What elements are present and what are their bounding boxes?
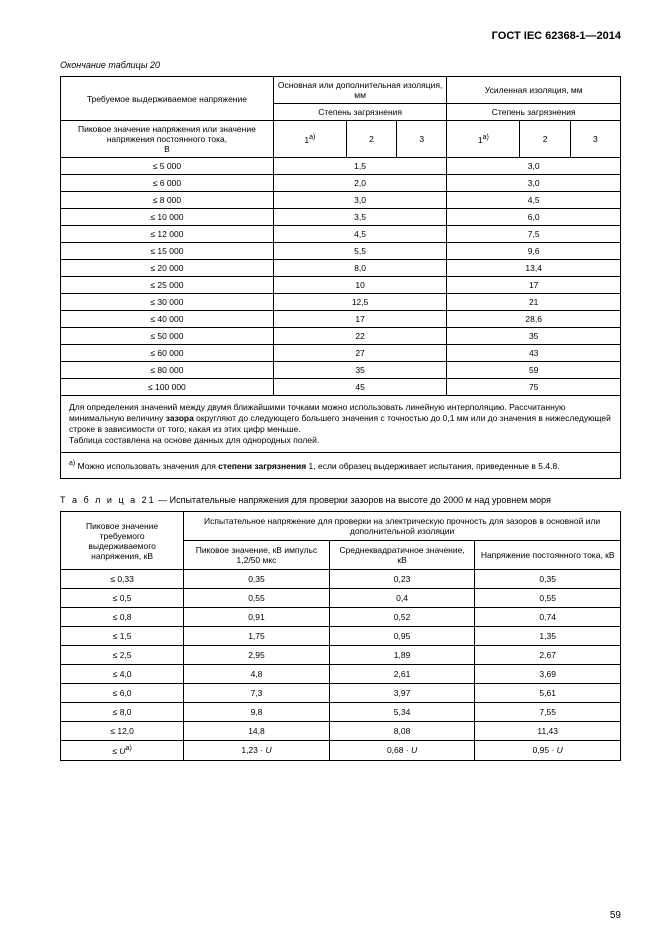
t20-h-p1a: 1a) (273, 121, 346, 158)
t21-row: ≤ 0,80,910,520,74 (61, 608, 621, 627)
t21-row: ≤ 1,51,750,951,35 (61, 627, 621, 646)
t20-h-pollution1: Степень загрязнения (273, 104, 447, 121)
t20-row: ≤ 6 0002,03,0 (61, 175, 621, 192)
t20-h-pollution2: Степень загрязнения (447, 104, 621, 121)
t20-h-p3b: 3 (570, 121, 620, 158)
t21-h-main: Испытательное напряжение для проверки на… (184, 512, 621, 541)
t21-row: ≤ 0,330,350,230,35 (61, 570, 621, 589)
t20-h-p3a: 3 (397, 121, 447, 158)
t20-row: ≤ 60 0002743 (61, 345, 621, 362)
table20-caption: Окончание таблицы 20 (60, 60, 621, 70)
t20-row: ≤ 12 0004,57,5 (61, 226, 621, 243)
t21-h-sub1: Пиковое значение, кВ импульс 1,2/50 мкс (184, 541, 330, 570)
t21-row: ≤ 4,04,82,613,69 (61, 665, 621, 684)
t20-note1: Для определения значений между двумя бли… (61, 396, 621, 453)
t20-h-p2a: 2 (346, 121, 396, 158)
t20-row: ≤ 80 0003559 (61, 362, 621, 379)
t21-h-sub2: Среднеквадратичное значение, кВ (329, 541, 475, 570)
t20-h-reinforced: Усиленная изоляция, мм (447, 77, 621, 104)
t20-row: ≤ 40 0001728,6 (61, 311, 621, 328)
t20-row: ≤ 100 0004575 (61, 379, 621, 396)
t20-row: ≤ 20 0008,013,4 (61, 260, 621, 277)
t20-h-basic: Основная или дополнительная изоляция, мм (273, 77, 447, 104)
table-21: Пиковое значение требуемого выдерживаемо… (60, 511, 621, 761)
t20-h-sub: Пиковое значение напряжения или значение… (61, 121, 274, 158)
t21-last-row: ≤ Ua) 1,23 · U 0,68 · U 0,95 · U (61, 741, 621, 761)
t20-row: ≤ 10 0003,56,0 (61, 209, 621, 226)
t20-h-p2b: 2 (520, 121, 570, 158)
t20-row: ≤ 5 0001,53,0 (61, 158, 621, 175)
t20-row: ≤ 50 0002235 (61, 328, 621, 345)
t21-row: ≤ 0,50,550,40,55 (61, 589, 621, 608)
t20-row: ≤ 8 0003,04,5 (61, 192, 621, 209)
t20-row: ≤ 15 0005,59,6 (61, 243, 621, 260)
t21-row: ≤ 6,07,33,975,61 (61, 684, 621, 703)
document-header: ГОСТ IEC 62368-1—2014 (60, 30, 621, 42)
t21-h-sub3: Напряжение постоянного тока, кВ (475, 541, 621, 570)
t21-row: ≤ 8,09,85,347,55 (61, 703, 621, 722)
table21-title: Т а б л и ц а 21 — Испытательные напряже… (60, 495, 621, 505)
t20-h-voltage: Требуемое выдерживаемое напряжение (61, 77, 274, 121)
t21-row: ≤ 2,52,951,892,67 (61, 646, 621, 665)
page-number: 59 (610, 910, 621, 921)
t20-note2: a) Можно использовать значения для степе… (61, 453, 621, 479)
table-20: Требуемое выдерживаемое напряжение Основ… (60, 76, 621, 479)
t21-row: ≤ 12,014,88,0811,43 (61, 722, 621, 741)
t20-row: ≤ 25 0001017 (61, 277, 621, 294)
t20-row: ≤ 30 00012,521 (61, 294, 621, 311)
t20-h-p1b: 1a) (447, 121, 520, 158)
t21-h-col1: Пиковое значение требуемого выдерживаемо… (61, 512, 184, 570)
